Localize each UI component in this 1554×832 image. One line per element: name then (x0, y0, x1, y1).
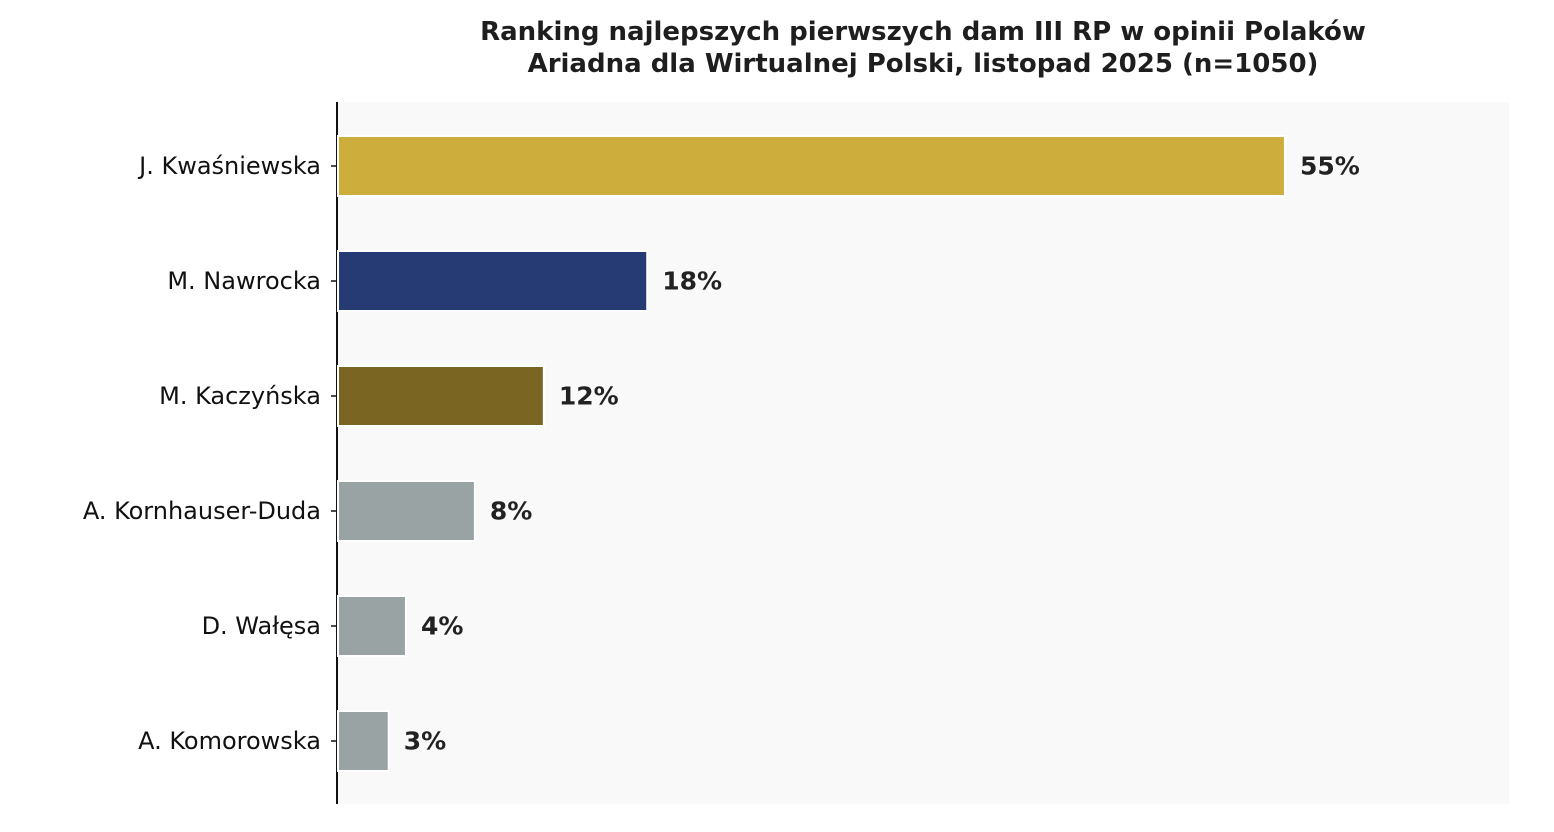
bar-0 (337, 135, 1286, 197)
y-tick-label: M. Kaczyńska (159, 382, 321, 410)
y-tick-label: A. Kornhauser-Duda (83, 497, 321, 525)
data-label: 4% (421, 612, 463, 641)
plot-area (337, 102, 1509, 804)
data-label: 12% (559, 382, 619, 411)
bar-4 (337, 595, 407, 657)
bar-5 (337, 710, 390, 772)
bar-2 (337, 365, 545, 427)
data-label: 8% (490, 497, 532, 526)
data-label: 55% (1300, 152, 1360, 181)
data-label: 3% (404, 727, 446, 756)
y-tick-label: A. Komorowska (138, 727, 321, 755)
bar-3 (337, 480, 476, 542)
data-label: 18% (662, 267, 722, 296)
chart-title-line: Ranking najlepszych pierwszych dam III R… (480, 17, 1366, 47)
y-tick-label: M. Nawrocka (167, 267, 321, 295)
bar-1 (337, 250, 649, 312)
y-tick-label: J. Kwaśniewska (137, 152, 321, 180)
bars-group: J. Kwaśniewska 55% M. Nawrocka 18% M. Kaczyń… (83, 135, 1360, 772)
chart-subtitle-line: Ariadna dla Wirtualnej Polski, listopad … (527, 49, 1319, 79)
y-tick-label: D. Wałęsa (202, 612, 321, 640)
chart-title: Ranking najlepszych pierwszych dam III R… (337, 16, 1509, 80)
